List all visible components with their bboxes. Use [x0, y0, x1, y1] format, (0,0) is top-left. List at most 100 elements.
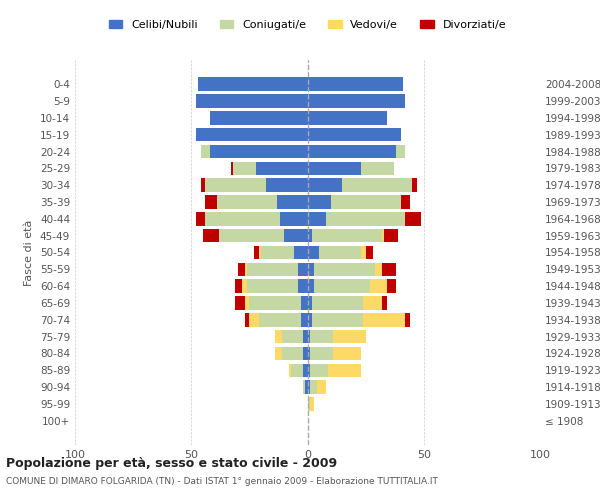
Bar [382, 262, 396, 276]
Bar [310, 397, 314, 410]
Bar [384, 229, 398, 242]
Bar [412, 178, 417, 192]
Bar [235, 280, 242, 293]
Bar [196, 128, 308, 141]
Bar [308, 94, 405, 108]
Bar [310, 346, 333, 360]
Bar [308, 330, 310, 344]
Bar [298, 262, 308, 276]
Bar [328, 364, 361, 377]
Bar [333, 330, 365, 344]
Bar [308, 346, 310, 360]
Bar [343, 178, 412, 192]
Bar [200, 178, 205, 192]
Bar [233, 162, 256, 175]
Bar [312, 313, 363, 326]
Bar [405, 212, 421, 226]
Bar [310, 380, 317, 394]
Bar [238, 262, 245, 276]
Bar [314, 262, 375, 276]
Text: COMUNE DI DIMARO FOLGARIDA (TN) - Dati ISTAT 1° gennaio 2009 - Elaborazione TUTT: COMUNE DI DIMARO FOLGARIDA (TN) - Dati I… [6, 478, 438, 486]
Bar [326, 212, 405, 226]
Bar [289, 364, 291, 377]
Bar [317, 380, 326, 394]
Bar [261, 246, 293, 259]
Bar [203, 229, 219, 242]
Bar [196, 94, 308, 108]
Text: Popolazione per età, sesso e stato civile - 2009: Popolazione per età, sesso e stato civil… [6, 458, 337, 470]
Bar [250, 296, 301, 310]
Bar [217, 196, 277, 209]
Bar [303, 330, 308, 344]
Bar [250, 313, 259, 326]
Bar [308, 280, 314, 293]
Bar [361, 162, 394, 175]
Bar [282, 330, 303, 344]
Bar [308, 212, 326, 226]
Bar [245, 313, 250, 326]
Bar [256, 162, 308, 175]
Bar [333, 346, 361, 360]
Bar [305, 380, 308, 394]
Bar [275, 330, 282, 344]
Bar [308, 262, 314, 276]
Bar [370, 280, 386, 293]
Bar [245, 262, 247, 276]
Bar [200, 145, 210, 158]
Bar [301, 296, 308, 310]
Bar [308, 313, 312, 326]
Bar [293, 246, 308, 259]
Y-axis label: Fasce di età: Fasce di età [25, 220, 34, 286]
Bar [382, 229, 384, 242]
Bar [308, 145, 396, 158]
Bar [314, 280, 370, 293]
Bar [308, 296, 312, 310]
Bar [331, 196, 401, 209]
Bar [396, 145, 405, 158]
Bar [282, 346, 303, 360]
Bar [308, 128, 401, 141]
Bar [312, 229, 382, 242]
Bar [365, 246, 373, 259]
Bar [210, 111, 308, 124]
Bar [275, 346, 282, 360]
Bar [319, 246, 361, 259]
Bar [401, 196, 410, 209]
Bar [247, 262, 298, 276]
Bar [242, 280, 247, 293]
Bar [386, 280, 396, 293]
Bar [308, 364, 310, 377]
Bar [284, 229, 308, 242]
Bar [266, 178, 308, 192]
Bar [291, 364, 303, 377]
Bar [259, 246, 261, 259]
Bar [198, 78, 308, 91]
Bar [205, 196, 217, 209]
Bar [405, 313, 410, 326]
Bar [277, 196, 308, 209]
Bar [364, 313, 405, 326]
Bar [308, 78, 403, 91]
Bar [280, 212, 308, 226]
Bar [303, 346, 308, 360]
Bar [308, 397, 310, 410]
Bar [308, 380, 310, 394]
Bar [303, 364, 308, 377]
Bar [361, 246, 365, 259]
Bar [310, 364, 328, 377]
Bar [245, 296, 250, 310]
Bar [219, 229, 284, 242]
Bar [364, 296, 382, 310]
Legend: Celibi/Nubili, Coniugati/e, Vedovi/e, Divorziati/e: Celibi/Nubili, Coniugati/e, Vedovi/e, Di… [104, 16, 511, 34]
Bar [308, 229, 312, 242]
Bar [247, 280, 298, 293]
Bar [205, 212, 280, 226]
Bar [310, 330, 333, 344]
Bar [312, 296, 363, 310]
Bar [375, 262, 382, 276]
Bar [308, 246, 319, 259]
Bar [259, 313, 301, 326]
Bar [298, 280, 308, 293]
Bar [196, 212, 205, 226]
Bar [235, 296, 245, 310]
